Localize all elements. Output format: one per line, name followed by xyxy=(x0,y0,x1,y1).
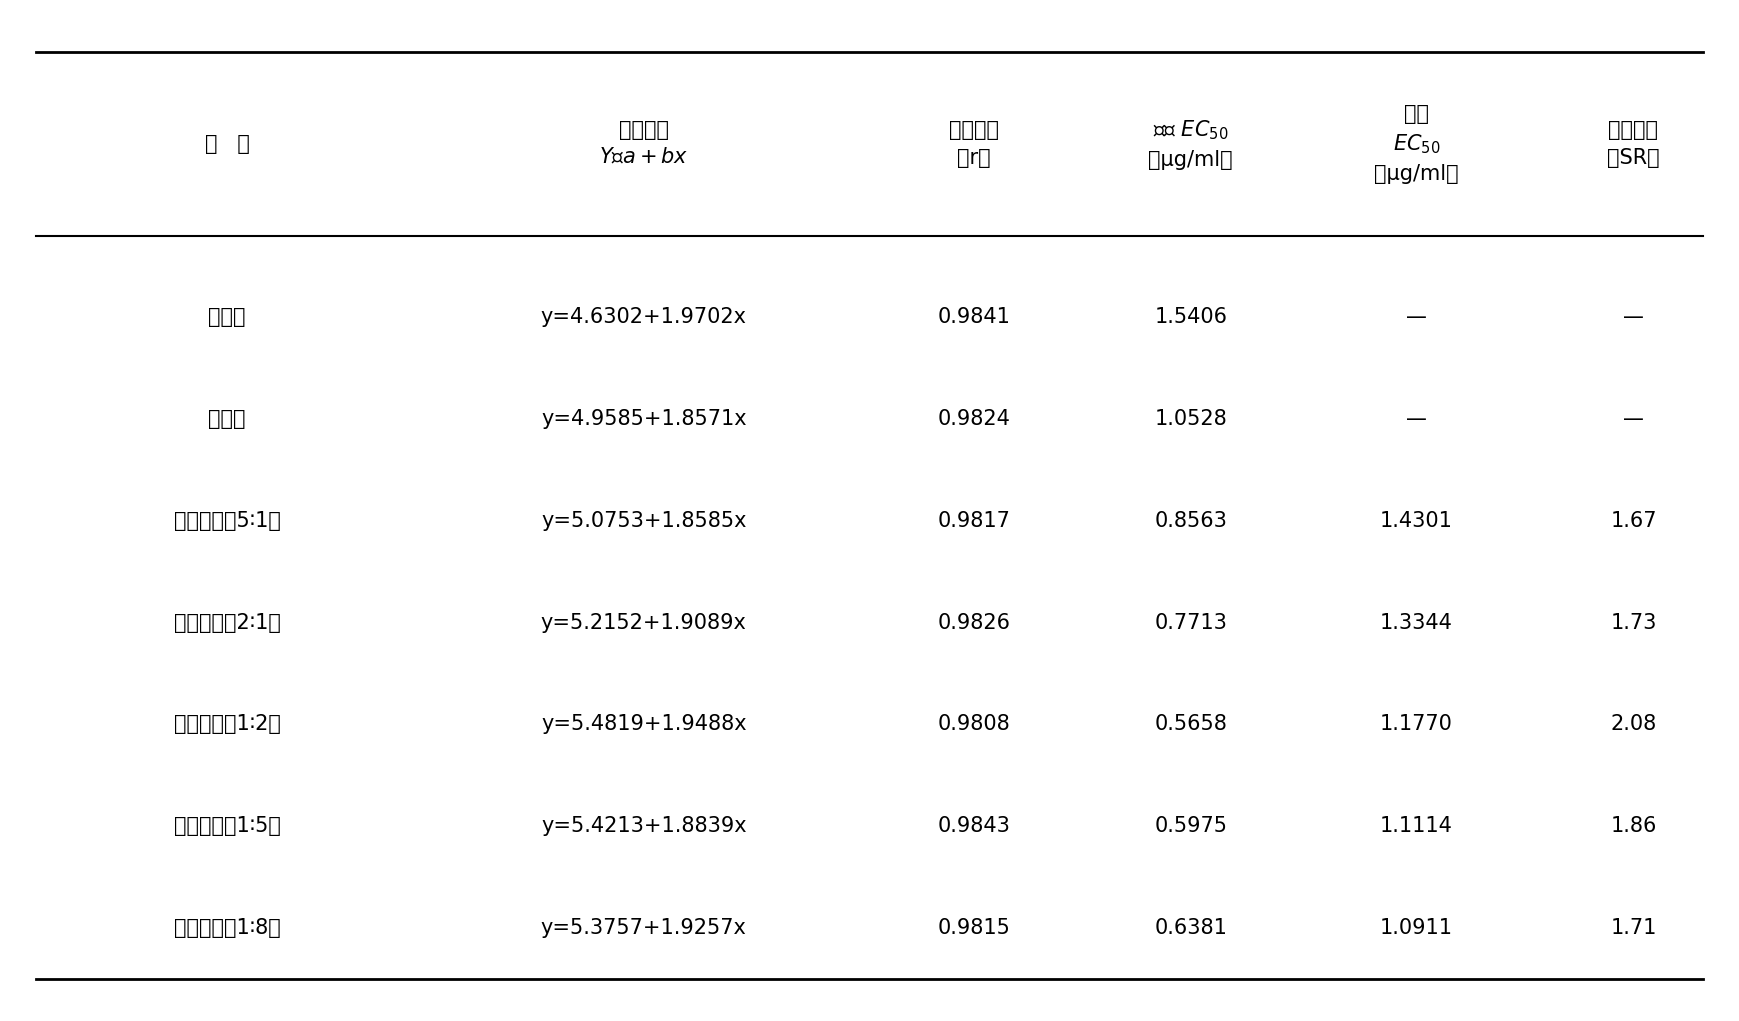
Text: 1.86: 1.86 xyxy=(1610,816,1657,836)
Text: 0.9808: 0.9808 xyxy=(937,715,1010,734)
Text: y=5.2152+1.9089x: y=5.2152+1.9089x xyxy=(541,613,746,632)
Text: y=5.0753+1.8585x: y=5.0753+1.8585x xyxy=(541,510,746,531)
Text: 0.7713: 0.7713 xyxy=(1155,613,1228,632)
Text: 氟：唑菌（5∶1）: 氟：唑菌（5∶1） xyxy=(174,510,280,531)
Text: 1.0911: 1.0911 xyxy=(1381,918,1452,938)
Text: 1.0528: 1.0528 xyxy=(1155,408,1228,429)
Text: 氟：唑菌（1∶8）: 氟：唑菌（1∶8） xyxy=(174,918,280,938)
Text: 0.9815: 0.9815 xyxy=(937,918,1010,938)
Text: 唑菌酯: 唑菌酯 xyxy=(209,408,245,429)
Text: 1.67: 1.67 xyxy=(1610,510,1657,531)
Text: 氟：唑菌（2∶1）: 氟：唑菌（2∶1） xyxy=(174,613,280,632)
Text: 相关系数
（r）: 相关系数 （r） xyxy=(949,119,998,167)
Text: 0.9843: 0.9843 xyxy=(937,816,1010,836)
Text: —: — xyxy=(1405,408,1426,429)
Text: y=4.9585+1.8571x: y=4.9585+1.8571x xyxy=(541,408,746,429)
Text: 处   理: 处 理 xyxy=(205,134,249,154)
Text: 2.08: 2.08 xyxy=(1610,715,1657,734)
Text: 0.9824: 0.9824 xyxy=(937,408,1010,429)
Text: 1.73: 1.73 xyxy=(1610,613,1657,632)
Text: 1.4301: 1.4301 xyxy=(1381,510,1452,531)
Text: 1.5406: 1.5406 xyxy=(1155,307,1228,327)
Text: —: — xyxy=(1405,307,1426,327)
Text: 增效系数
（SR）: 增效系数 （SR） xyxy=(1607,119,1659,167)
Text: 0.5658: 0.5658 xyxy=(1155,715,1228,734)
Text: 0.9817: 0.9817 xyxy=(937,510,1010,531)
Text: 氟：唑菌（1∶5）: 氟：唑菌（1∶5） xyxy=(174,816,280,836)
Text: —: — xyxy=(1622,408,1643,429)
Text: 0.6381: 0.6381 xyxy=(1155,918,1228,938)
Text: 氟环唑: 氟环唑 xyxy=(209,307,245,327)
Text: 0.5975: 0.5975 xyxy=(1155,816,1228,836)
Text: 1.71: 1.71 xyxy=(1610,918,1657,938)
Text: y=4.6302+1.9702x: y=4.6302+1.9702x xyxy=(541,307,746,327)
Text: 回归方程
$Y＝a+bx$: 回归方程 $Y＝a+bx$ xyxy=(600,119,689,168)
Text: 0.9826: 0.9826 xyxy=(937,613,1010,632)
Text: 0.8563: 0.8563 xyxy=(1155,510,1228,531)
Text: 1.1770: 1.1770 xyxy=(1381,715,1452,734)
Text: 氟：唑菌（1∶2）: 氟：唑菌（1∶2） xyxy=(174,715,280,734)
Text: y=5.4819+1.9488x: y=5.4819+1.9488x xyxy=(541,715,746,734)
Text: y=5.3757+1.9257x: y=5.3757+1.9257x xyxy=(541,918,746,938)
Text: 理论
$EC_{50}$
（μg/ml）: 理论 $EC_{50}$ （μg/ml） xyxy=(1374,104,1459,184)
Text: y=5.4213+1.8839x: y=5.4213+1.8839x xyxy=(541,816,746,836)
Text: 1.3344: 1.3344 xyxy=(1381,613,1452,632)
Text: 0.9841: 0.9841 xyxy=(937,307,1010,327)
Text: 实测 $EC_{50}$
（μg/ml）: 实测 $EC_{50}$ （μg/ml） xyxy=(1148,118,1233,169)
Text: 1.1114: 1.1114 xyxy=(1381,816,1452,836)
Text: —: — xyxy=(1622,307,1643,327)
